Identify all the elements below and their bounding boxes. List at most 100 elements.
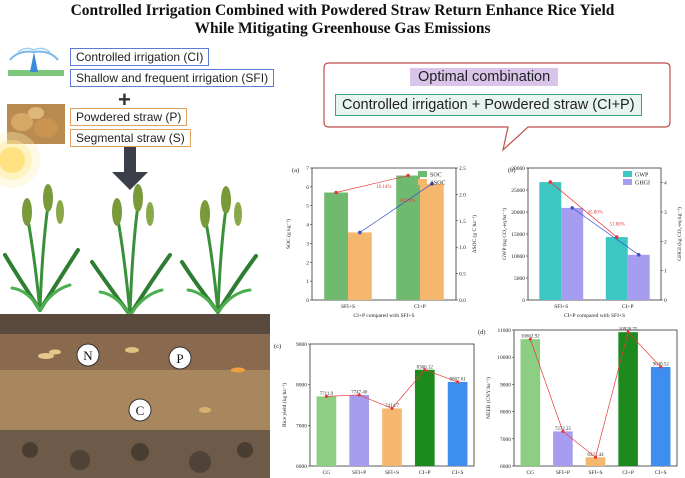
nutrient-p-marker: P — [168, 346, 192, 370]
legend-swatch-ΔSOC — [418, 179, 427, 185]
trend-point — [593, 455, 598, 459]
x-tick-label: SFI+S — [588, 470, 602, 476]
y-tick-label: 5000 — [514, 276, 525, 282]
data-label-SFI+P: 7272.25 — [555, 427, 572, 432]
y-axis-label: NEEB (CNY ha⁻¹) — [485, 377, 492, 419]
y-right-tick-label: 3 — [664, 210, 667, 216]
trend-segment — [627, 331, 661, 368]
y-right-tick-label: 1 — [664, 269, 667, 275]
plus-sign: + — [118, 87, 131, 112]
data-label-CI+P: 8366.12 — [417, 365, 434, 370]
y-right-tick-label: 1.0 — [459, 245, 466, 251]
title-line-2: While Mitigating Greenhouse Gas Emission… — [194, 20, 491, 37]
y-tick-label: 4 — [306, 223, 309, 229]
x-tick-label: CI+S — [452, 470, 464, 476]
chart-b-gwp: (b) 0 5000 10000 15000 20000 25000 30000 0 1 2 3 4 SF… — [501, 166, 683, 319]
y-axis-label: Rice yield (kg ha⁻¹) — [281, 383, 288, 427]
x-tick-label: SFI+S — [385, 470, 399, 476]
bar-GWP — [539, 182, 562, 300]
y-right-axis-label: ΔSOC (g C ha⁻¹) — [471, 215, 478, 253]
chart-c-rice-yield: (c) 6000 7000 8000 9000 7711.9 CG 7747.40 SFI+P 7… — [274, 342, 475, 476]
bar-ΔSOC — [348, 232, 372, 300]
bar-SFI+S — [382, 408, 402, 466]
y-tick-label: 15000 — [511, 232, 525, 238]
y-right-tick-label: 2 — [664, 239, 667, 245]
chart-a-soc: (a) 0 1 2 3 4 5 6 7 0.0 0.5 1.0 1.5 2.0 2.5 SFI+S CI+P 16… — [285, 166, 478, 319]
y-tick-label: 7 — [306, 166, 309, 172]
legend-ci: Controlled irrigation (CI) — [70, 48, 210, 66]
bar-CI+P — [414, 369, 435, 466]
y-tick-label: 3 — [306, 241, 309, 247]
y-tick-label: 7000 — [296, 423, 307, 429]
x-axis-label: CI+P compared with SFI+S — [353, 313, 414, 319]
panel-label: (c) — [274, 343, 281, 350]
bar-CI+S — [447, 381, 468, 466]
trend-segment — [529, 339, 564, 432]
y-right-tick-label: 0 — [664, 298, 667, 304]
y-right-tick-label: 0.5 — [459, 272, 466, 278]
trend-segment — [391, 369, 426, 409]
annotation-right: 51.88% — [609, 222, 624, 227]
y-tick-label: 30000 — [511, 166, 525, 172]
trend-segment — [562, 431, 596, 458]
x-tick-label: CI+P — [622, 470, 634, 476]
y-tick-label: 6000 — [296, 464, 307, 470]
y-tick-label: 2 — [306, 260, 309, 266]
trend-segment — [595, 332, 629, 458]
trend-point-right — [358, 230, 362, 235]
y-tick-label: 9000 — [296, 342, 307, 348]
trend-point — [626, 330, 630, 334]
bar-SFI+P — [553, 431, 573, 466]
y-tick-label: 25000 — [511, 188, 525, 194]
trend-line-right — [572, 207, 639, 256]
legend-swatch-GHGI — [623, 179, 632, 185]
nutrient-p-label: P — [176, 351, 183, 366]
sprinkler-icon — [8, 47, 64, 76]
panel-label: (a) — [292, 167, 299, 174]
trend-point-left — [548, 180, 553, 184]
soil-layers — [0, 314, 270, 478]
nutrient-n-marker: N — [76, 343, 100, 367]
field-illustration: N P C — [0, 47, 270, 478]
rice-plant-1 — [3, 184, 80, 312]
nutrient-c-label: C — [136, 403, 145, 418]
annotation-right: 69.34% — [400, 199, 415, 204]
nutrient-n-label: N — [83, 348, 93, 363]
legend-label-GWP: GWP — [635, 173, 649, 179]
y-right-axis-label: GHGI (kg CO₂-eq kg⁻¹) — [676, 207, 683, 261]
bar-SFI+S — [585, 457, 606, 466]
trend-point-right — [570, 206, 575, 210]
callout-heading: Optimal combination — [410, 68, 559, 86]
legend-sfi: Shallow and frequent irrigation (SFI) — [70, 69, 275, 87]
trend-line-left — [336, 175, 409, 193]
title-line-1: Controlled Irrigation Combined with Powd… — [70, 2, 615, 19]
figure-title: Controlled Irrigation Combined with Powd… — [0, 2, 685, 38]
plot-frame — [311, 167, 457, 301]
trend-point-left — [614, 235, 619, 239]
bar-ΔSOC — [420, 183, 444, 300]
legend-segmental-straw: Segmental straw (S) — [70, 129, 191, 147]
y-tick-label: 8000 — [296, 383, 307, 389]
y-tick-label: 10000 — [497, 355, 511, 361]
rice-plant-2 — [90, 184, 172, 317]
annotation-left: 16.14% — [376, 185, 391, 190]
y-axis-label: SOC (g kg⁻¹) — [285, 219, 292, 249]
y-right-tick-label: 2.0 — [459, 192, 466, 198]
panel-label: (b) — [508, 167, 516, 174]
legend-label-ΔSOC: ΔSOC — [430, 181, 446, 187]
bar-SOC — [396, 175, 420, 300]
straw-bale-photo — [7, 104, 65, 144]
x-tick-label: CI+S — [655, 470, 667, 476]
legend-powdered-straw: Powdered straw (P) — [70, 108, 188, 126]
legend-swatch-SOC — [418, 171, 427, 177]
trend-point-right — [430, 182, 434, 186]
x-tick-label: SFI+P — [556, 470, 570, 476]
legend-swatch-GWP — [623, 171, 632, 177]
trend-point — [423, 368, 427, 372]
trend-point — [324, 394, 328, 398]
x-tick-label: CG — [526, 470, 534, 476]
data-label-CI+P: 10920.75 — [619, 328, 638, 333]
y-tick-label: 7000 — [500, 437, 511, 443]
y-tick-label: 10000 — [511, 254, 525, 260]
trend-point — [357, 393, 361, 397]
